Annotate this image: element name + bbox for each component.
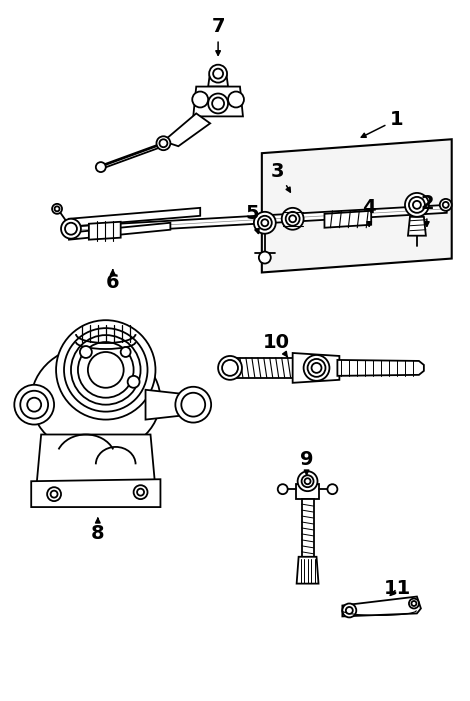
Circle shape <box>302 475 313 487</box>
Text: 3: 3 <box>271 161 290 192</box>
Text: 1: 1 <box>361 110 404 137</box>
Circle shape <box>137 489 144 496</box>
Polygon shape <box>262 139 452 273</box>
Polygon shape <box>302 499 313 559</box>
Polygon shape <box>31 479 160 507</box>
Text: 6: 6 <box>106 270 119 292</box>
Text: 2: 2 <box>420 194 434 226</box>
Circle shape <box>342 604 356 618</box>
Circle shape <box>157 136 171 150</box>
Circle shape <box>286 212 299 226</box>
Circle shape <box>208 93 228 114</box>
Circle shape <box>61 219 81 238</box>
Circle shape <box>80 346 92 358</box>
Circle shape <box>51 491 57 498</box>
Circle shape <box>258 216 272 230</box>
Polygon shape <box>146 390 190 420</box>
Text: 11: 11 <box>384 579 411 598</box>
Polygon shape <box>208 72 228 86</box>
Polygon shape <box>297 557 319 584</box>
Circle shape <box>298 471 318 491</box>
Polygon shape <box>36 435 156 504</box>
Polygon shape <box>293 353 339 383</box>
Circle shape <box>88 352 124 388</box>
Circle shape <box>213 69 223 79</box>
Circle shape <box>96 162 106 172</box>
Polygon shape <box>408 217 426 236</box>
Circle shape <box>440 199 452 211</box>
Polygon shape <box>89 222 121 240</box>
Circle shape <box>278 484 288 494</box>
Polygon shape <box>69 223 171 240</box>
Circle shape <box>409 197 425 213</box>
Circle shape <box>78 342 133 397</box>
Circle shape <box>133 485 148 499</box>
Circle shape <box>192 92 208 107</box>
Circle shape <box>209 64 227 83</box>
Text: 4: 4 <box>362 198 376 226</box>
Polygon shape <box>324 211 371 228</box>
Circle shape <box>222 360 238 376</box>
Circle shape <box>413 201 421 209</box>
Polygon shape <box>230 358 295 378</box>
Circle shape <box>55 206 60 211</box>
Circle shape <box>65 223 77 235</box>
Ellipse shape <box>31 345 160 454</box>
Circle shape <box>411 601 416 606</box>
Circle shape <box>346 607 353 614</box>
Circle shape <box>282 208 304 230</box>
Circle shape <box>409 599 419 608</box>
Text: 7: 7 <box>212 18 225 55</box>
Circle shape <box>312 363 321 373</box>
Circle shape <box>71 335 141 404</box>
Circle shape <box>64 328 148 411</box>
Circle shape <box>305 478 311 484</box>
Circle shape <box>218 356 242 380</box>
Circle shape <box>405 193 429 217</box>
Polygon shape <box>296 484 320 499</box>
Polygon shape <box>342 597 421 616</box>
Circle shape <box>20 390 48 418</box>
Circle shape <box>304 355 329 381</box>
Circle shape <box>289 215 296 222</box>
Circle shape <box>307 359 325 377</box>
Polygon shape <box>337 360 424 376</box>
Polygon shape <box>193 86 243 116</box>
Text: 8: 8 <box>91 518 105 543</box>
Circle shape <box>261 219 268 226</box>
Circle shape <box>47 487 61 501</box>
Text: 9: 9 <box>300 450 313 475</box>
Polygon shape <box>164 114 210 147</box>
Text: 5: 5 <box>245 204 259 233</box>
Circle shape <box>56 320 156 420</box>
Circle shape <box>212 97 224 109</box>
Circle shape <box>27 397 41 411</box>
Polygon shape <box>66 205 447 235</box>
Text: 10: 10 <box>263 332 290 357</box>
Circle shape <box>159 139 167 147</box>
Circle shape <box>52 204 62 214</box>
Circle shape <box>175 387 211 423</box>
Circle shape <box>181 393 205 416</box>
Polygon shape <box>69 208 200 226</box>
Circle shape <box>259 252 271 264</box>
Circle shape <box>228 92 244 107</box>
Circle shape <box>128 376 140 388</box>
Circle shape <box>328 484 337 494</box>
Circle shape <box>121 347 131 357</box>
Circle shape <box>254 212 276 233</box>
Circle shape <box>14 385 54 425</box>
Circle shape <box>443 202 449 208</box>
